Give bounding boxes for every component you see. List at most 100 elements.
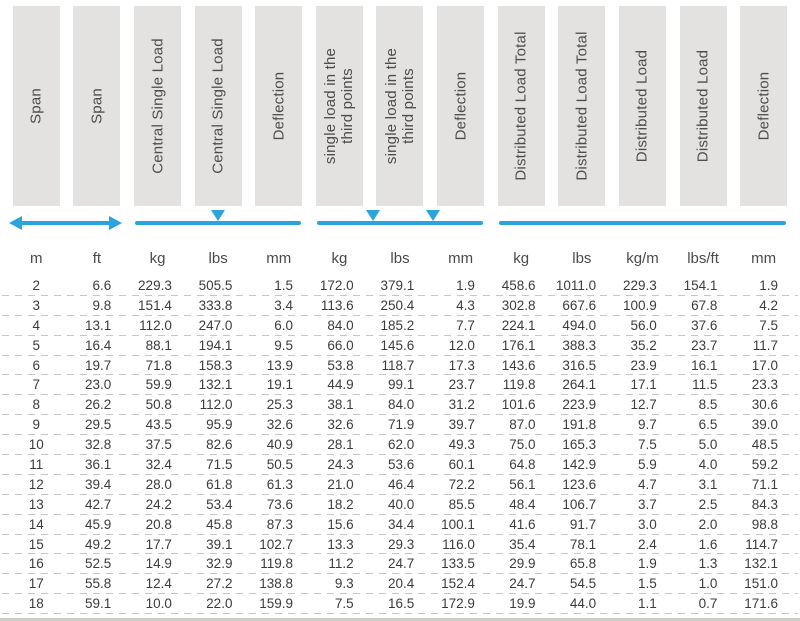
cell: 191.8: [562, 417, 597, 433]
table-row: 9 29.5 43.5 95.9 32.6 32.6 71.9 39.7 87.0 191.8 9.…: [0, 415, 800, 436]
cell: 12.7: [630, 397, 657, 413]
unit-label-10: lbs: [572, 249, 592, 267]
unit-label-1: m: [30, 249, 43, 267]
cell: 1.6: [698, 536, 718, 552]
column-header-label: Central Single Load: [148, 38, 166, 174]
cell: 56.0: [630, 317, 657, 333]
load-triangle-icon: [365, 210, 380, 221]
cell: 10: [28, 437, 44, 453]
table-row: 2 6.6 229.3 505.5 1.5 172.0 379.1 1.9 458.6 1011.…: [0, 276, 800, 296]
table-row: 4 13.1 112.0 247.0 6.0 84.0 185.2 7.7 224.1 494.0…: [0, 316, 800, 336]
cell: 7.7: [456, 317, 475, 333]
cell: 17.3: [448, 357, 475, 373]
cell: 1.5: [637, 576, 657, 592]
cell: 12.4: [145, 576, 172, 592]
cell: 72.2: [448, 476, 475, 492]
cell: 32.8: [84, 437, 112, 453]
cell: 23.7: [448, 377, 475, 393]
cell: 9.3: [334, 576, 354, 592]
cell: 25.3: [266, 397, 294, 413]
cell: 223.9: [562, 397, 597, 413]
cell: 247.0: [198, 317, 233, 333]
cell: 50.5: [266, 457, 294, 473]
cell: 31.2: [448, 397, 475, 413]
cell: 11.2: [328, 556, 354, 572]
cell: 37.6: [691, 317, 718, 333]
unit-label-12: lbs/ft: [687, 249, 719, 267]
cell: 116.0: [442, 536, 475, 552]
cell: 302.8: [501, 297, 536, 313]
cell: 24.7: [388, 556, 415, 572]
cell: 71.8: [145, 357, 172, 373]
column-header-box: Distributed Load Total: [558, 6, 606, 206]
distributed-load-diagram: [491, 206, 794, 240]
cell: 145.6: [380, 337, 415, 353]
cell: 100.9: [622, 297, 657, 313]
cell: 3.7: [637, 496, 657, 512]
cell: 6.6: [92, 278, 112, 293]
cell: 35.4: [509, 536, 536, 552]
cell: 19.7: [84, 357, 112, 373]
cell: 113.6: [320, 297, 354, 313]
unit-label-11: kg/m: [626, 249, 659, 267]
column-header-1: Span: [6, 0, 67, 206]
column-header-box: Deflection: [437, 6, 485, 206]
cell: 9: [32, 417, 41, 433]
cell: 20.8: [145, 516, 172, 532]
column-header-label: Distributed Load: [694, 49, 712, 163]
cell: 34.4: [388, 516, 415, 532]
cell: 18: [28, 596, 44, 612]
cell: 3.0: [637, 516, 657, 532]
column-header-box: Span: [12, 6, 60, 206]
column-header-label: Distributed Load: [633, 49, 651, 163]
cell: 44.0: [569, 596, 597, 612]
cell: 54.5: [569, 576, 597, 592]
cell: 39.0: [751, 417, 778, 433]
cell: 49.2: [84, 536, 112, 552]
table-row: 12 39.4 28.0 61.8 61.3 21.0 46.4 72.2 56.1 123.6 4…: [0, 475, 800, 495]
cell: 6: [32, 357, 41, 373]
cell: 48.4: [509, 496, 536, 512]
cell: 48.5: [751, 437, 778, 453]
cell: 36.1: [84, 457, 112, 473]
span-extent-arrow: [6, 206, 127, 240]
cell: 142.9: [562, 457, 597, 473]
cell: 23.3: [751, 377, 778, 393]
cell: 229.3: [138, 278, 172, 293]
cell: 5.9: [637, 457, 657, 473]
unit-label-4: lbs: [208, 249, 228, 267]
cell: 8: [32, 397, 41, 413]
cell: 17.1: [630, 377, 657, 393]
cell: 23.7: [691, 337, 718, 353]
column-header-box: Central Single Load: [134, 6, 182, 206]
cell: 4.0: [698, 457, 718, 473]
column-header-box: Span: [73, 6, 121, 206]
cell: 494.0: [562, 317, 597, 333]
column-header-5: Deflection: [248, 0, 309, 206]
cell: 16: [28, 556, 44, 572]
column-header-3: Central Single Load: [127, 0, 188, 206]
cell: 19.9: [509, 596, 536, 612]
arrowhead-left-icon: [9, 216, 22, 230]
cell: 12: [28, 476, 44, 492]
cell: 60.1: [448, 457, 475, 473]
column-header-box: Deflection: [255, 6, 303, 206]
column-header-box: Central Single Load: [194, 6, 242, 206]
cell: 151.4: [138, 297, 172, 313]
cell: 46.4: [388, 476, 415, 492]
cell: 62.0: [388, 437, 415, 453]
column-header-label: Deflection: [451, 71, 469, 141]
cell: 84.0: [327, 317, 354, 333]
cell: 5.0: [698, 437, 718, 453]
cell: 71.5: [206, 457, 233, 473]
column-header-box: Distributed Load Total: [497, 6, 545, 206]
cell: 75.0: [509, 437, 536, 453]
load-triangle-icon: [425, 210, 440, 221]
cell: 6.0: [274, 317, 294, 333]
cell: 9.5: [274, 337, 294, 353]
cell: 112.0: [139, 317, 172, 333]
cell: 52.5: [84, 556, 112, 572]
column-header-2: Span: [67, 0, 128, 206]
cell: 23.0: [84, 377, 112, 393]
